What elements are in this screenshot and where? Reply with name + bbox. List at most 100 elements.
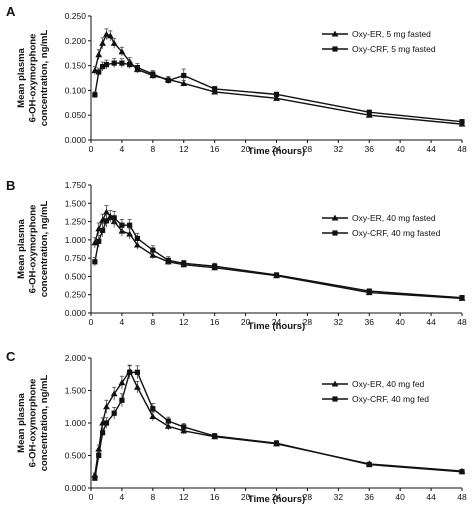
- x-tick-label: 0: [89, 144, 94, 154]
- data-point: [95, 445, 103, 452]
- data-point: [92, 475, 98, 481]
- x-tick-label: 24: [272, 317, 282, 327]
- data-point: [103, 403, 110, 410]
- y-tick-label: 1.500: [65, 198, 87, 208]
- x-tick-label: 32: [334, 317, 344, 327]
- x-tick-label: 36: [365, 492, 375, 502]
- data-point: [119, 397, 125, 403]
- data-point: [127, 369, 133, 375]
- data-point: [119, 60, 125, 66]
- data-point: [273, 94, 280, 101]
- data-point: [118, 48, 126, 55]
- legend-entry: Oxy-ER, 5 mg fasted: [322, 29, 431, 39]
- data-point: [99, 39, 106, 46]
- x-tick-label: 16: [210, 144, 220, 154]
- data-point: [165, 77, 171, 84]
- x-tick-label: 16: [210, 317, 220, 327]
- y-tick-label: 1.000: [65, 235, 87, 245]
- chart-panel-b: B 0.000 0.250 0.500 0.750 1.000 1.250 1.500 1.75…: [6, 178, 467, 332]
- y-tick-label: 1.750: [65, 180, 87, 190]
- data-point: [164, 422, 172, 429]
- x-tick-label: 4: [120, 492, 125, 502]
- data-point: [110, 390, 118, 397]
- legend-entry: Oxy-CRF, 5 mg fasted: [322, 44, 436, 54]
- legend-marker: [331, 380, 339, 387]
- x-axis-title: Time (hours): [248, 146, 305, 157]
- y-tick-label: 2.000: [65, 353, 87, 363]
- data-point: [103, 62, 110, 68]
- series-oxy-crf: [92, 365, 465, 481]
- y-axis-title-line: Mean plasma: [16, 47, 27, 107]
- data-point: [95, 51, 103, 58]
- data-point: [165, 418, 171, 424]
- data-point: [103, 30, 110, 37]
- x-tick-label: 12: [179, 317, 189, 327]
- data-point: [127, 222, 133, 228]
- x-tick-label: 28: [303, 492, 313, 502]
- data-point: [134, 64, 140, 71]
- series-line: [94, 210, 463, 300]
- data-point: [103, 208, 110, 215]
- x-tick-label: 20: [241, 317, 251, 327]
- y-tick-label: 0.750: [65, 253, 87, 263]
- legend-marker: [332, 230, 338, 236]
- x-tick-label: 24: [272, 492, 282, 502]
- data-point: [106, 32, 114, 39]
- data-point: [99, 63, 106, 70]
- y-axis-title-line: concentration, ng/mL: [39, 201, 50, 298]
- y-axis-title-line: 6-OH-oxymorphone: [28, 34, 39, 123]
- x-tick-label: 36: [365, 144, 375, 154]
- data-point: [273, 272, 280, 278]
- data-point: [150, 406, 156, 412]
- data-point: [111, 410, 117, 416]
- data-point: [149, 413, 157, 420]
- x-tick-label: 0: [89, 317, 94, 327]
- x-tick-label: 28: [303, 144, 313, 154]
- x-tick-label: 8: [150, 144, 155, 154]
- legend-label: Oxy-CRF, 5 mg fasted: [352, 44, 436, 54]
- y-tick-label: 0.500: [65, 271, 87, 281]
- legend-label: Oxy-CRF, 40 mg fed: [352, 394, 429, 404]
- x-tick-label: 48: [457, 144, 467, 154]
- x-axis-title: Time (hours): [248, 321, 305, 332]
- data-point: [127, 62, 133, 68]
- series-oxy-crf: [92, 58, 465, 125]
- y-tick-label: 0.250: [65, 290, 87, 300]
- y-axis-title: Mean plasma6-OH-oxymorphoneconcentration…: [16, 30, 50, 127]
- data-point: [133, 241, 141, 248]
- series-oxy-crf: [92, 210, 465, 301]
- data-point: [99, 430, 106, 436]
- data-point: [459, 295, 465, 301]
- x-tick-label: 4: [120, 144, 125, 154]
- x-tick-label: 44: [426, 317, 436, 327]
- y-tick-label: 0.000: [65, 308, 87, 318]
- x-tick-label: 8: [150, 492, 155, 502]
- data-point: [181, 424, 187, 430]
- data-point: [366, 288, 372, 294]
- data-point: [366, 462, 372, 468]
- legend-label: Oxy-CRF, 40 mg fasted: [352, 228, 441, 238]
- y-tick-label: 0.200: [65, 36, 87, 46]
- data-point: [181, 72, 187, 79]
- panel-letter: A: [6, 4, 16, 19]
- y-tick-label: 0.500: [65, 451, 87, 461]
- data-point: [212, 433, 218, 439]
- data-point: [150, 247, 156, 253]
- x-tick-label: 4: [120, 317, 125, 327]
- data-point: [118, 379, 126, 386]
- x-tick-label: 16: [210, 492, 220, 502]
- y-axis-title-line: 6-OH-oxymorphone: [28, 379, 39, 468]
- x-tick-label: 44: [426, 144, 436, 154]
- x-tick-label: 36: [365, 317, 375, 327]
- legend-entry: Oxy-ER, 40 mg fed: [322, 379, 425, 389]
- data-point: [134, 369, 140, 375]
- data-point: [149, 251, 157, 258]
- x-tick-label: 40: [395, 317, 405, 327]
- y-tick-label: 0.150: [65, 61, 87, 71]
- data-point: [180, 80, 188, 87]
- data-point: [110, 39, 118, 46]
- y-tick-label: 1.500: [65, 386, 87, 396]
- data-point: [126, 230, 134, 237]
